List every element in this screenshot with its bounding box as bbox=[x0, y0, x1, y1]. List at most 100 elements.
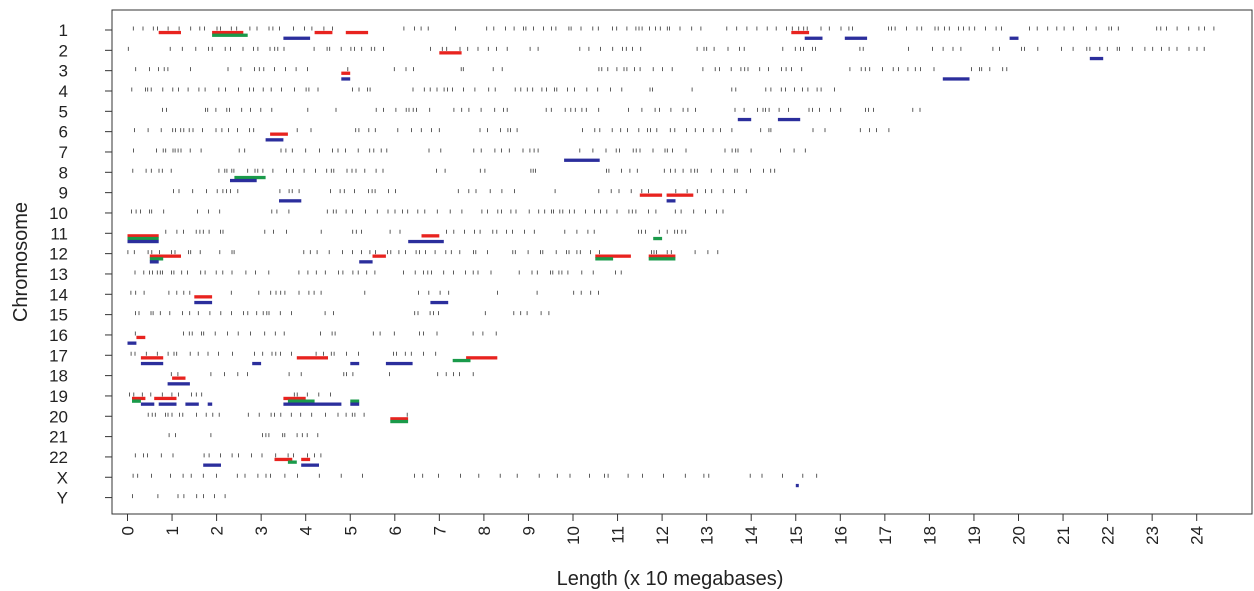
segment-blue-chr-1-7 bbox=[804, 36, 823, 40]
probe-ticks-chr-15 bbox=[135, 311, 550, 316]
y-tick-label-Y: Y bbox=[57, 489, 68, 508]
y-tick-label-5: 5 bbox=[59, 102, 68, 121]
segment-blue-chr-17-54 bbox=[252, 361, 262, 366]
segment-green-chr-1-2 bbox=[212, 33, 248, 37]
segment-green-chr-8-20 bbox=[234, 175, 266, 180]
segment-blue-chr-3-13 bbox=[341, 77, 351, 81]
segment-blue-chr-14-44 bbox=[430, 300, 449, 305]
segment-blue-chr-5-15 bbox=[737, 117, 752, 122]
segment-red-chr-19-57 bbox=[132, 396, 146, 401]
segment-green-chr-12-38 bbox=[595, 257, 614, 261]
segment-red-chr-12-37 bbox=[595, 254, 618, 258]
x-tick-label-1: 1 bbox=[163, 526, 182, 535]
segment-blue-chr-18-56 bbox=[167, 382, 190, 386]
probe-ticks-chr-2 bbox=[127, 46, 1205, 51]
x-tick-label-12: 12 bbox=[653, 526, 672, 545]
segment-green-chr-11-27 bbox=[127, 236, 159, 241]
x-tick-label-18: 18 bbox=[920, 526, 939, 545]
segment-green-chr-20-71 bbox=[390, 419, 409, 424]
segment-blue-chr-9-25 bbox=[666, 199, 676, 203]
probe-ticks-chr-18 bbox=[170, 372, 474, 377]
segment-blue-chr-5-16 bbox=[777, 117, 801, 122]
x-tick-label-20: 20 bbox=[1010, 526, 1029, 545]
probe-ticks-chr-12 bbox=[127, 250, 719, 255]
segment-red-chr-1-0 bbox=[158, 30, 181, 35]
segment-blue-chr-1-9 bbox=[1009, 36, 1019, 40]
x-tick-label-6: 6 bbox=[386, 526, 405, 535]
segment-blue-chr-X-77 bbox=[795, 483, 799, 488]
y-tick-label-19: 19 bbox=[49, 387, 68, 406]
y-axis-title: Chromosome bbox=[10, 202, 32, 322]
x-tick-label-13: 13 bbox=[698, 526, 717, 545]
x-tick-label-0: 0 bbox=[119, 526, 138, 535]
y-tick-label-22: 22 bbox=[49, 448, 68, 467]
x-tick-label-11: 11 bbox=[609, 526, 628, 544]
segment-blue-chr-12-34 bbox=[149, 260, 159, 264]
segment-red-chr-16-45 bbox=[136, 335, 146, 340]
probe-ticks-chr-21 bbox=[168, 433, 319, 438]
segment-green-chr-12-41 bbox=[648, 257, 676, 261]
x-tick-label-15: 15 bbox=[787, 526, 806, 545]
segment-blue-chr-6-18 bbox=[265, 138, 284, 142]
y-tick-label-1: 1 bbox=[59, 21, 68, 40]
probe-ticks-chr-11 bbox=[165, 229, 687, 234]
probe-ticks-chr-1 bbox=[132, 26, 1215, 31]
probe-ticks-chr-5 bbox=[162, 107, 921, 112]
y-tick-label-15: 15 bbox=[49, 306, 68, 325]
probe-ticks-chr-7 bbox=[133, 148, 806, 153]
x-tick-label-23: 23 bbox=[1143, 526, 1162, 545]
segment-red-chr-9-23 bbox=[666, 193, 694, 197]
segment-red-chr-12-35 bbox=[372, 254, 386, 258]
segment-blue-chr-19-59 bbox=[140, 402, 155, 406]
probe-ticks-chr-9 bbox=[173, 189, 747, 194]
segment-blue-chr-17-50 bbox=[350, 361, 360, 366]
probe-ticks bbox=[127, 26, 1215, 499]
x-tick-label-21: 21 bbox=[1054, 526, 1073, 545]
y-tick-label-10: 10 bbox=[49, 204, 68, 223]
segment-blue-chr-17-51 bbox=[385, 361, 413, 366]
segments bbox=[127, 30, 1104, 488]
segment-green-chr-22-73 bbox=[287, 460, 297, 464]
segment-blue-chr-19-69 bbox=[350, 402, 360, 406]
x-tick-label-17: 17 bbox=[876, 526, 895, 545]
segment-blue-chr-1-3 bbox=[283, 36, 311, 40]
segment-blue-chr-3-14 bbox=[942, 77, 970, 81]
segment-blue-chr-9-24 bbox=[279, 199, 302, 203]
segment-blue-chr-22-76 bbox=[301, 463, 319, 467]
segment-red-chr-22-74 bbox=[301, 457, 311, 462]
segment-red-chr-17-47 bbox=[140, 356, 164, 360]
probe-ticks-chr-19 bbox=[129, 392, 331, 397]
segment-red-chr-11-29 bbox=[421, 234, 440, 238]
x-axis-title: Length (x 10 megabases) bbox=[557, 568, 784, 590]
segment-red-chr-19-60 bbox=[154, 396, 177, 401]
segment-green-chr-17-53 bbox=[452, 358, 471, 363]
x-axis: 0 1 2 3 4 5 6 7 8 9 10 11 12 13 14 15 16 17 18 19 20 21 22 23 24 bbox=[119, 514, 1207, 545]
segment-red-chr-14-42 bbox=[194, 295, 213, 299]
segment-blue-chr-16-46 bbox=[127, 341, 137, 345]
x-tick-label-5: 5 bbox=[341, 526, 360, 535]
probe-ticks-chr-16 bbox=[134, 331, 497, 336]
segment-blue-chr-19-63 bbox=[207, 402, 213, 406]
y-tick-label-14: 14 bbox=[49, 285, 68, 304]
segment-blue-chr-19-66 bbox=[283, 402, 328, 406]
y-tick-label-16: 16 bbox=[49, 326, 68, 345]
probe-ticks-chr-8 bbox=[132, 168, 776, 173]
segment-green-chr-19-65 bbox=[287, 399, 315, 403]
x-tick-label-2: 2 bbox=[208, 526, 227, 535]
segment-red-chr-9-22 bbox=[639, 193, 663, 197]
y-tick-label-18: 18 bbox=[49, 367, 68, 386]
segment-red-chr-11-26 bbox=[127, 234, 159, 238]
probe-ticks-chr-20 bbox=[147, 412, 408, 417]
x-tick-label-7: 7 bbox=[430, 526, 449, 535]
segment-green-chr-11-31 bbox=[653, 236, 663, 241]
y-tick-label-17: 17 bbox=[49, 346, 68, 365]
x-tick-label-4: 4 bbox=[297, 526, 316, 535]
y-tick-label-12: 12 bbox=[49, 245, 68, 264]
probe-ticks-chr-14 bbox=[130, 290, 599, 295]
segment-blue-chr-19-67 bbox=[328, 402, 342, 406]
segment-blue-chr-8-21 bbox=[230, 178, 257, 183]
segment-red-chr-17-52 bbox=[466, 356, 498, 360]
segment-blue-chr-14-43 bbox=[194, 300, 213, 305]
segment-red-chr-6-17 bbox=[270, 132, 288, 136]
